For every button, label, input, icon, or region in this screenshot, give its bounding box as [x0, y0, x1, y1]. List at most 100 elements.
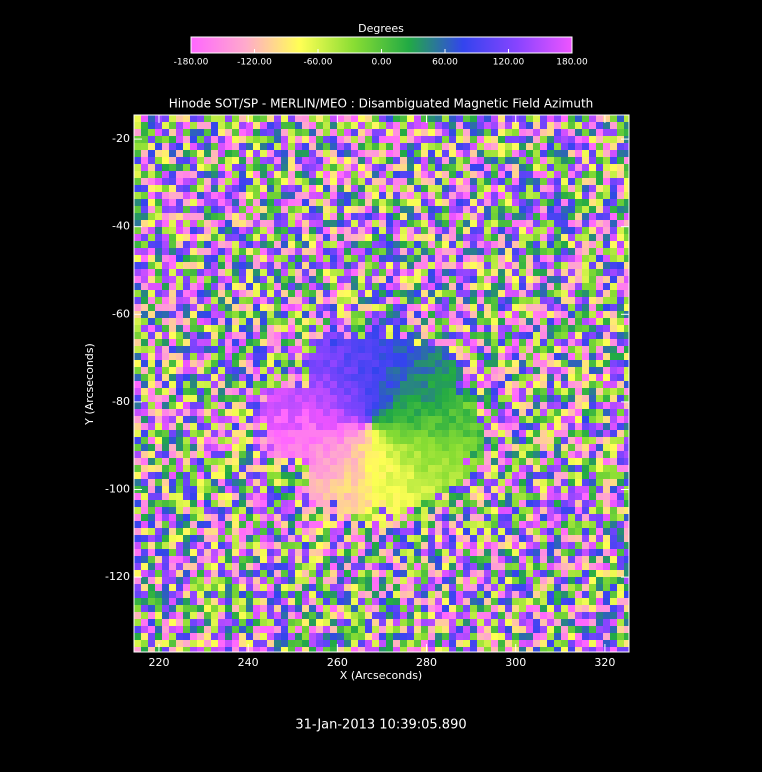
pixel [141, 458, 148, 465]
pixel [568, 367, 575, 374]
pixel [309, 493, 316, 500]
pixel [239, 206, 246, 213]
pixel [274, 206, 281, 213]
pixel [589, 297, 596, 304]
pixel [211, 150, 218, 157]
pixel [540, 325, 547, 332]
pixel [407, 507, 414, 514]
pixel [302, 220, 309, 227]
pixel [288, 437, 295, 444]
pixel [442, 185, 449, 192]
pixel [365, 157, 372, 164]
pixel [449, 136, 456, 143]
pixel [568, 598, 575, 605]
pixel [477, 395, 484, 402]
pixel [463, 451, 470, 458]
pixel [596, 360, 603, 367]
pixel [498, 332, 505, 339]
pixel [561, 192, 568, 199]
pixel [463, 584, 470, 591]
pixel [148, 115, 155, 122]
pixel [365, 241, 372, 248]
pixel [330, 353, 337, 360]
pixel [365, 150, 372, 157]
pixel [624, 402, 629, 409]
pixel [155, 395, 162, 402]
pixel [442, 213, 449, 220]
pixel [596, 192, 603, 199]
pixel [351, 171, 358, 178]
pixel [498, 192, 505, 199]
pixel [330, 325, 337, 332]
pixel [575, 339, 582, 346]
pixel [540, 262, 547, 269]
pixel [519, 164, 526, 171]
pixel [386, 395, 393, 402]
pixel [407, 143, 414, 150]
pixel [484, 262, 491, 269]
pixel [526, 423, 533, 430]
pixel [512, 486, 519, 493]
pixel [463, 556, 470, 563]
pixel [176, 549, 183, 556]
pixel [162, 346, 169, 353]
pixel [575, 584, 582, 591]
pixel [169, 164, 176, 171]
pixel [232, 507, 239, 514]
pixel [274, 353, 281, 360]
pixel [330, 346, 337, 353]
pixel [554, 563, 561, 570]
pixel [554, 542, 561, 549]
pixel [561, 451, 568, 458]
pixel [316, 472, 323, 479]
pixel [372, 591, 379, 598]
pixel [561, 206, 568, 213]
pixel [260, 374, 267, 381]
pixel [421, 584, 428, 591]
pixel [134, 556, 141, 563]
pixel [323, 556, 330, 563]
pixel [155, 374, 162, 381]
pixel [260, 185, 267, 192]
pixel [456, 451, 463, 458]
pixel [547, 115, 554, 122]
pixel [232, 528, 239, 535]
pixel [148, 493, 155, 500]
pixel [316, 129, 323, 136]
pixel [386, 164, 393, 171]
pixel [141, 199, 148, 206]
pixel [526, 591, 533, 598]
pixel [484, 549, 491, 556]
pixel [624, 472, 629, 479]
pixel [540, 318, 547, 325]
pixel [372, 598, 379, 605]
pixel [442, 283, 449, 290]
pixel [575, 164, 582, 171]
pixel [561, 276, 568, 283]
pixel [610, 234, 617, 241]
pixel [372, 248, 379, 255]
pixel [197, 269, 204, 276]
pixel [505, 535, 512, 542]
pixel [393, 465, 400, 472]
pixel [400, 136, 407, 143]
pixel [519, 185, 526, 192]
pixel [456, 339, 463, 346]
pixel [134, 290, 141, 297]
pixel [435, 199, 442, 206]
pixel [162, 458, 169, 465]
pixel [141, 409, 148, 416]
pixel [330, 451, 337, 458]
pixel [281, 556, 288, 563]
pixel [232, 276, 239, 283]
pixel [302, 122, 309, 129]
pixel [442, 598, 449, 605]
pixel [463, 535, 470, 542]
pixel [512, 129, 519, 136]
pixel [365, 437, 372, 444]
pixel [190, 598, 197, 605]
pixel [197, 318, 204, 325]
pixel [519, 276, 526, 283]
pixel [218, 332, 225, 339]
pixel [211, 241, 218, 248]
